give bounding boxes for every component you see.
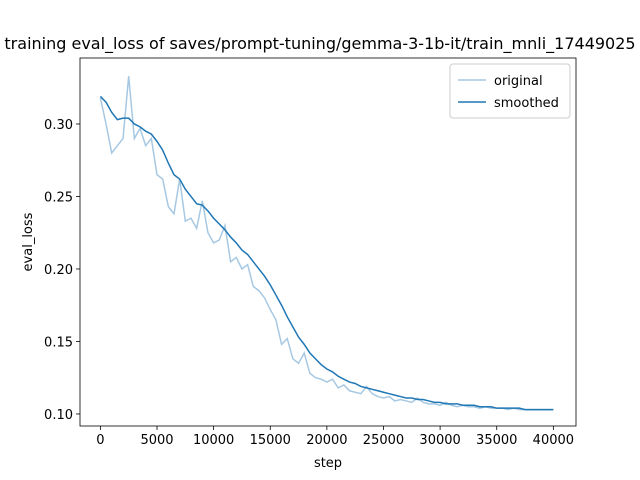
axes-frame xyxy=(79,57,577,427)
y-tick-label: 0.30 xyxy=(44,118,73,133)
x-tick-label: 5000 xyxy=(140,433,173,448)
x-axis-label: step xyxy=(314,456,342,471)
x-tick-label: 25000 xyxy=(363,433,404,448)
legend-label: original xyxy=(494,74,543,89)
y-tick-label: 0.10 xyxy=(44,408,73,423)
x-tick-label: 0 xyxy=(96,433,104,448)
chart-title: training eval_loss of saves/prompt-tunin… xyxy=(4,34,635,54)
y-tick-label: 0.20 xyxy=(44,263,73,278)
y-tick-label: 0.15 xyxy=(44,335,73,350)
series-line xyxy=(99,95,554,411)
x-tick-label: 30000 xyxy=(419,433,460,448)
y-axis-label: eval_loss xyxy=(21,212,36,271)
x-tick-label: 35000 xyxy=(476,433,517,448)
legend-box xyxy=(449,63,571,119)
x-tick-label: 15000 xyxy=(250,433,291,448)
series-line xyxy=(99,76,554,411)
x-tick-label: 40000 xyxy=(533,433,574,448)
legend-label: smoothed xyxy=(494,96,559,111)
y-tick-label: 0.25 xyxy=(44,190,73,205)
x-tick-label: 20000 xyxy=(306,433,347,448)
x-tick-label: 10000 xyxy=(193,433,234,448)
